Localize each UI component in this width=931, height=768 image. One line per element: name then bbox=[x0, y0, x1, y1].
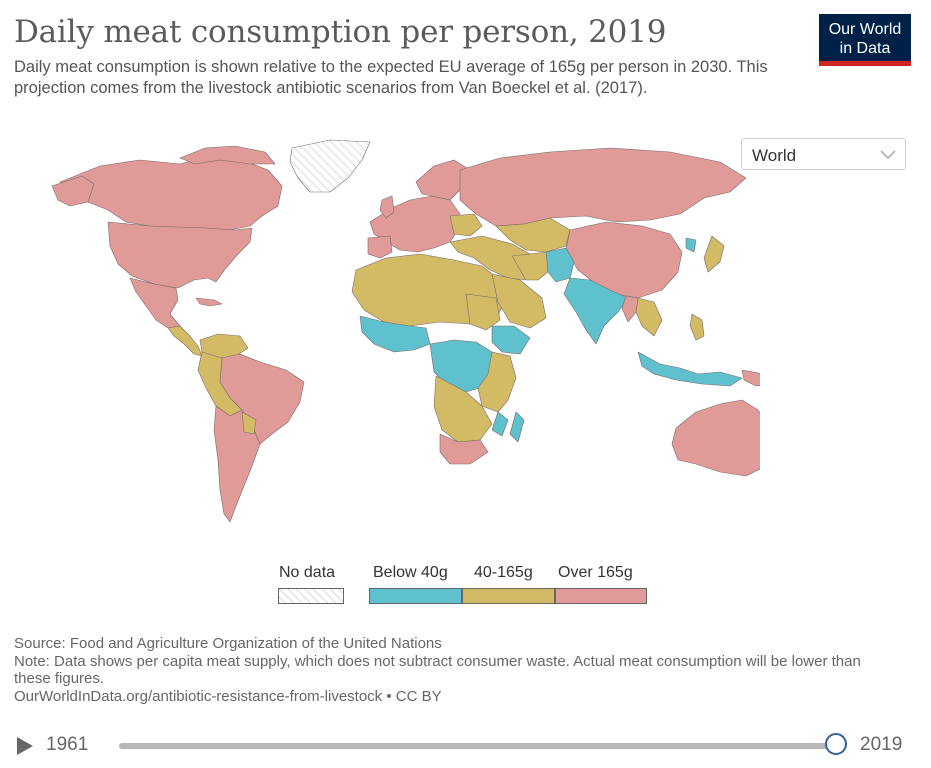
logo-line-2: in Data bbox=[839, 39, 891, 57]
north-korea bbox=[685, 237, 697, 253]
south-africa bbox=[439, 433, 489, 465]
australia bbox=[671, 399, 760, 477]
legend-swatch-over-165g[interactable] bbox=[555, 588, 647, 604]
legend-label-below-40g: Below 40g bbox=[373, 564, 448, 581]
footer-url[interactable]: OurWorldInData.org/antibiotic-resistance… bbox=[14, 687, 442, 705]
legend-swatch-below-40g[interactable] bbox=[369, 588, 462, 604]
timeline-track[interactable] bbox=[119, 743, 836, 749]
china bbox=[565, 221, 683, 299]
timeline-start-year[interactable]: 1961 bbox=[46, 734, 89, 755]
legend-nodata-label: No data bbox=[279, 564, 336, 581]
timeline-handle[interactable] bbox=[825, 733, 847, 755]
footer-source: Source: Food and Agriculture Organizatio… bbox=[14, 635, 442, 652]
sudan bbox=[465, 293, 501, 331]
russia bbox=[459, 147, 747, 227]
arctic-islands bbox=[179, 145, 276, 165]
paraguay bbox=[241, 411, 257, 435]
footer-note: Note: Data shows per capita meat supply,… bbox=[14, 652, 861, 688]
madagascar bbox=[509, 411, 525, 443]
central-america bbox=[167, 325, 203, 357]
greenland bbox=[289, 139, 371, 193]
play-icon[interactable] bbox=[16, 736, 34, 756]
timeline: 1961 2019 bbox=[0, 728, 931, 762]
canada bbox=[59, 155, 283, 231]
caribbean bbox=[195, 297, 223, 307]
papua bbox=[741, 369, 760, 387]
arabia bbox=[491, 273, 547, 329]
philippines bbox=[689, 313, 705, 341]
chevron-down-icon bbox=[880, 150, 896, 160]
chart-title: Daily meat consumption per person, 2019 bbox=[14, 14, 667, 50]
indonesia bbox=[637, 351, 743, 387]
mozambique bbox=[491, 411, 509, 437]
region-select-value: World bbox=[752, 146, 797, 165]
iberia bbox=[367, 235, 393, 259]
region-select[interactable]: World bbox=[741, 138, 906, 170]
india bbox=[563, 277, 629, 345]
japan bbox=[703, 235, 725, 273]
legend-label-40-165g: 40-165g bbox=[474, 564, 533, 581]
west-africa bbox=[359, 315, 431, 353]
legend-swatch-40-165g[interactable] bbox=[462, 588, 555, 604]
usa bbox=[107, 221, 253, 289]
world-map bbox=[51, 139, 760, 523]
timeline-end-year[interactable]: 2019 bbox=[860, 734, 903, 755]
legend-nodata-swatch[interactable] bbox=[278, 588, 344, 604]
myanmar bbox=[621, 295, 639, 323]
uk bbox=[379, 195, 395, 219]
indochina bbox=[635, 297, 663, 337]
legend-label-over-165g: Over 165g bbox=[558, 564, 633, 581]
alaska bbox=[51, 175, 95, 207]
central-asia bbox=[495, 217, 571, 253]
chart-subtitle: Daily meat consumption is shown relative… bbox=[14, 58, 768, 97]
footer: Source: Food and Agriculture Organizatio… bbox=[14, 635, 894, 705]
eastern-europe-mid bbox=[449, 213, 483, 237]
ethiopia-somalia bbox=[491, 325, 531, 355]
owid-logo[interactable]: Our World in Data bbox=[819, 14, 911, 66]
logo-line-1: Our World bbox=[828, 20, 902, 38]
